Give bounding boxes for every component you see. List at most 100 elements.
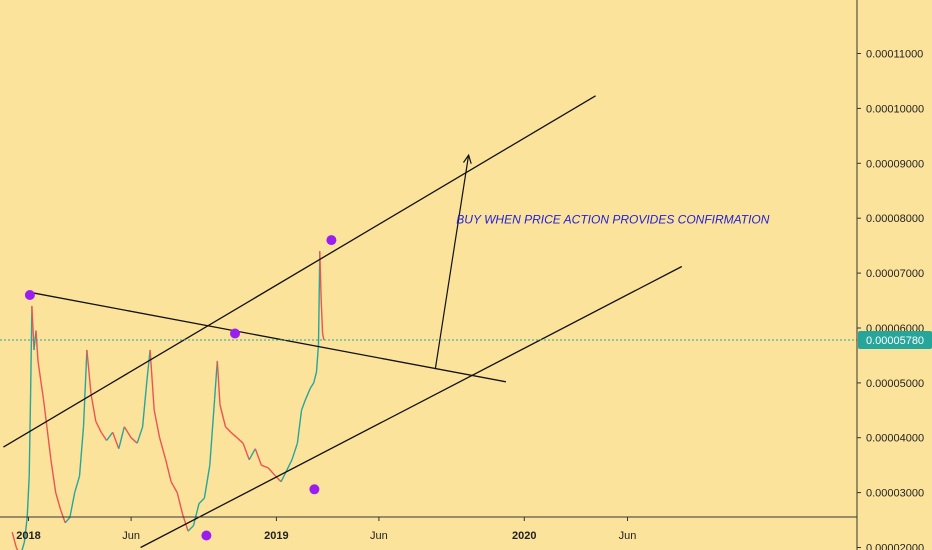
current-price-tag-bg — [858, 331, 932, 349]
price-segment — [136, 426, 144, 444]
price-segment — [90, 393, 97, 422]
y-axis-ticks[interactable]: 0.00002000 0.00003000 0.00004000 0.00005000… — [857, 49, 924, 550]
price-segment — [64, 516, 71, 524]
price-segment — [37, 360, 42, 381]
price-segment — [153, 410, 161, 438]
price-segment — [106, 431, 114, 441]
price-segment — [216, 360, 221, 405]
price-segment — [304, 388, 311, 400]
price-segment — [28, 393, 32, 477]
price-segment — [320, 300, 324, 334]
price-segment — [35, 330, 39, 361]
x-tick-label: 2019 — [264, 530, 288, 542]
x-tick-label: Jun — [370, 530, 388, 542]
price-segment — [209, 399, 216, 466]
pivot-marker — [230, 328, 240, 339]
price-segment — [203, 465, 211, 499]
y-tick-label: 0.00008000 — [866, 213, 924, 225]
price-segment — [141, 382, 148, 427]
price-segment — [69, 492, 76, 518]
x-tick-label: 2018 — [16, 530, 40, 542]
trend-line — [140, 265, 683, 549]
price-segment — [219, 404, 227, 427]
price-segment — [170, 481, 178, 493]
price-segment — [59, 508, 66, 524]
price-segment — [15, 547, 19, 550]
y-tick-label: 0.00003000 — [866, 488, 924, 500]
price-segment — [198, 497, 205, 505]
current-price-tag: 0.00005780 — [858, 331, 932, 349]
price-segment — [146, 349, 151, 383]
price-segment — [236, 437, 244, 444]
price-segment — [254, 448, 263, 466]
price-segment — [82, 349, 88, 427]
price-segment — [112, 432, 120, 449]
price-segment — [31, 305, 35, 350]
price-segment — [100, 431, 108, 441]
price-segment — [55, 492, 62, 510]
x-tick-label: 2020 — [512, 530, 536, 542]
price-segment — [187, 525, 194, 532]
price-segment — [29, 305, 33, 394]
price-segment — [95, 420, 102, 433]
price-segment — [78, 426, 85, 477]
trend-lines — [3, 95, 683, 549]
y-tick-label: 0.00007000 — [866, 268, 924, 280]
price-segment — [300, 399, 307, 411]
annotations: BUY WHEN PRICE ACTION PROVIDES CONFIRMAT… — [456, 213, 769, 227]
x-tick-label: Jun — [122, 530, 140, 542]
price-segment — [40, 379, 45, 400]
pivot-marker — [201, 530, 212, 541]
price-segment — [130, 437, 138, 444]
pivot-markers — [24, 235, 337, 541]
arrow-head — [463, 153, 472, 164]
x-axis-ticks[interactable]: 2018 Jun 2019 Jun 2020 Jun — [16, 517, 636, 542]
price-segment — [309, 382, 315, 389]
price-segment — [192, 503, 200, 526]
price-segment — [21, 541, 26, 550]
price-segment — [165, 459, 172, 482]
price-segment — [46, 426, 52, 460]
price-segment — [176, 492, 184, 515]
price-segment — [261, 464, 269, 469]
y-tick-label: 0.00011000 — [866, 49, 923, 61]
price-segment — [50, 459, 57, 493]
price-segment — [118, 426, 125, 449]
y-tick-label: 0.00009000 — [866, 158, 924, 170]
price-segment — [285, 459, 293, 472]
price-segment — [321, 333, 325, 341]
price-segment — [26, 476, 30, 518]
arrow-shaft — [434, 155, 470, 370]
pivot-marker — [24, 290, 35, 300]
price-segment — [23, 517, 28, 543]
price-segment — [230, 431, 238, 439]
x-tick-label: Jun — [619, 530, 637, 542]
price-segment — [158, 437, 167, 460]
price-segment — [86, 349, 92, 394]
price-segment — [267, 467, 277, 477]
price-segment — [291, 442, 299, 460]
price-segment — [315, 344, 320, 372]
y-tick-label: 0.00002000 — [866, 543, 924, 550]
price-segment — [242, 442, 250, 460]
current-price-label: 0.00005780 — [866, 335, 924, 347]
y-tick-label: 0.00004000 — [866, 433, 924, 445]
trend-line — [3, 95, 596, 448]
annotation-text: BUY WHEN PRICE ACTION PROVIDES CONFIRMAT… — [456, 213, 769, 227]
price-segment — [213, 360, 218, 400]
price-segment — [225, 426, 232, 433]
price-segment — [11, 532, 17, 548]
price-series — [11, 251, 325, 550]
price-segment — [248, 448, 256, 461]
price-segment — [313, 371, 318, 384]
price-segment — [296, 410, 303, 444]
price-segment — [123, 426, 132, 439]
pivot-marker — [309, 484, 320, 495]
pivot-marker — [326, 235, 337, 246]
y-tick-label: 0.00010000 — [866, 103, 924, 115]
y-tick-label: 0.00005000 — [866, 378, 924, 390]
target-arrow — [434, 153, 472, 370]
